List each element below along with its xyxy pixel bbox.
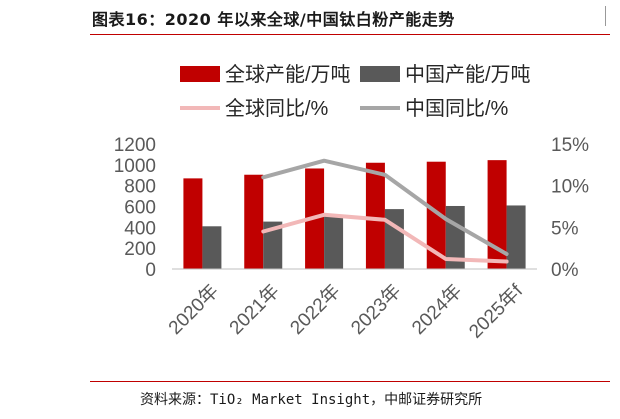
legend-swatch-1 (360, 66, 400, 82)
y-left-tick-4: 800 (124, 177, 156, 198)
bar-0-4 (426, 161, 446, 269)
bar-0-3 (365, 162, 385, 269)
legend-label-2: 全球同比/% (225, 97, 329, 120)
bar-0-0 (183, 178, 203, 269)
y-left-tick-0: 0 (145, 260, 156, 281)
y-axis-right: 0% 5% 10% 15% (551, 135, 589, 281)
legend-label-1: 中国产能/万吨 (405, 63, 531, 86)
y-left-tick-3: 600 (124, 198, 156, 219)
bar-0-1 (244, 174, 264, 269)
bar-0-5 (487, 160, 507, 269)
x-tick-3: 2023年 (347, 280, 406, 339)
y-right-tick-1: 5% (551, 218, 579, 239)
source-note: 资料来源：TiO₂ Market Insight，中邮证券研究所 (140, 392, 483, 408)
bar-1-2 (324, 216, 344, 269)
bar-1-5 (506, 205, 526, 269)
legend-label-0: 全球产能/万吨 (225, 63, 351, 86)
y-right-tick-0: 0% (551, 260, 579, 281)
x-tick-1: 2021年 (225, 280, 284, 339)
legend-swatch-0 (180, 66, 220, 82)
y-left-tick-5: 1000 (114, 156, 156, 177)
y-left-tick-6: 1200 (114, 135, 156, 156)
x-tick-0: 2020年 (164, 280, 223, 339)
bar-1-0 (202, 226, 222, 269)
x-tick-5: 2025年f (465, 280, 528, 343)
legend-label-3: 中国同比/% (405, 97, 509, 120)
y-left-tick-2: 400 (124, 218, 156, 239)
title-rule (90, 34, 610, 35)
y-right-tick-3: 15% (551, 135, 589, 156)
figure-title: 图表16：2020 年以来全球/中国钛白粉产能走势 (92, 10, 455, 29)
y-left-tick-1: 200 (124, 239, 156, 260)
line-series-0 (261, 212, 509, 264)
line-series-1 (261, 158, 509, 256)
x-tick-2: 2022年 (286, 280, 345, 339)
y-right-tick-2: 10% (551, 177, 589, 198)
x-tick-4: 2024年 (407, 280, 466, 339)
source-rule (90, 381, 610, 382)
lines (261, 158, 509, 264)
bar-1-3 (384, 209, 404, 269)
bars (183, 160, 526, 269)
corner-mark (605, 6, 614, 26)
bar-1-1 (263, 221, 283, 269)
